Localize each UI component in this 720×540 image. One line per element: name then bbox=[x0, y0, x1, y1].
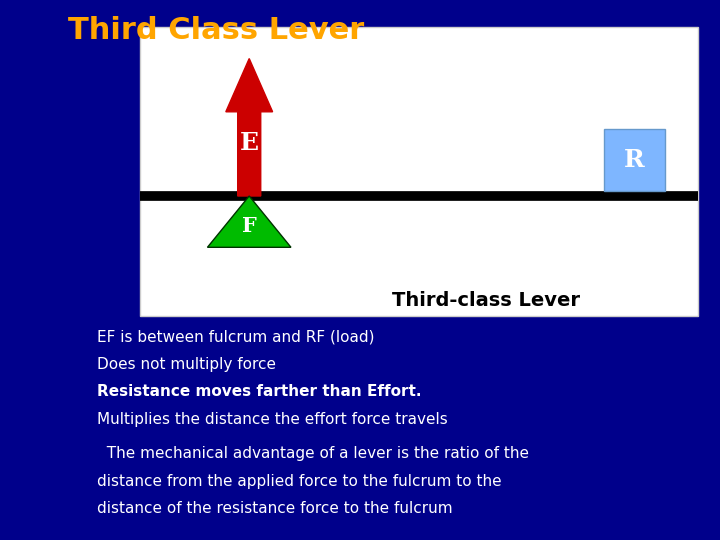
Text: E: E bbox=[240, 131, 258, 155]
Text: Does not multiply force: Does not multiply force bbox=[97, 357, 276, 372]
Text: distance of the resistance force to the fulcrum: distance of the resistance force to the … bbox=[97, 501, 453, 516]
Text: R: R bbox=[624, 147, 644, 172]
Text: Resistance moves farther than Effort.: Resistance moves farther than Effort. bbox=[97, 384, 422, 400]
Text: Multiplies the distance the effort force travels: Multiplies the distance the effort force… bbox=[97, 412, 448, 427]
Text: F: F bbox=[242, 216, 256, 236]
FancyBboxPatch shape bbox=[140, 27, 698, 316]
Text: Third Class Lever: Third Class Lever bbox=[68, 16, 364, 45]
Polygon shape bbox=[207, 196, 291, 247]
Text: distance from the applied force to the fulcrum to the: distance from the applied force to the f… bbox=[97, 474, 502, 489]
Text: The mechanical advantage of a lever is the ratio of the: The mechanical advantage of a lever is t… bbox=[97, 446, 529, 461]
FancyBboxPatch shape bbox=[603, 129, 665, 191]
Text: EF is between fulcrum and RF (load): EF is between fulcrum and RF (load) bbox=[97, 329, 374, 345]
Text: Third-class Lever: Third-class Lever bbox=[392, 292, 580, 310]
FancyArrow shape bbox=[226, 58, 273, 196]
